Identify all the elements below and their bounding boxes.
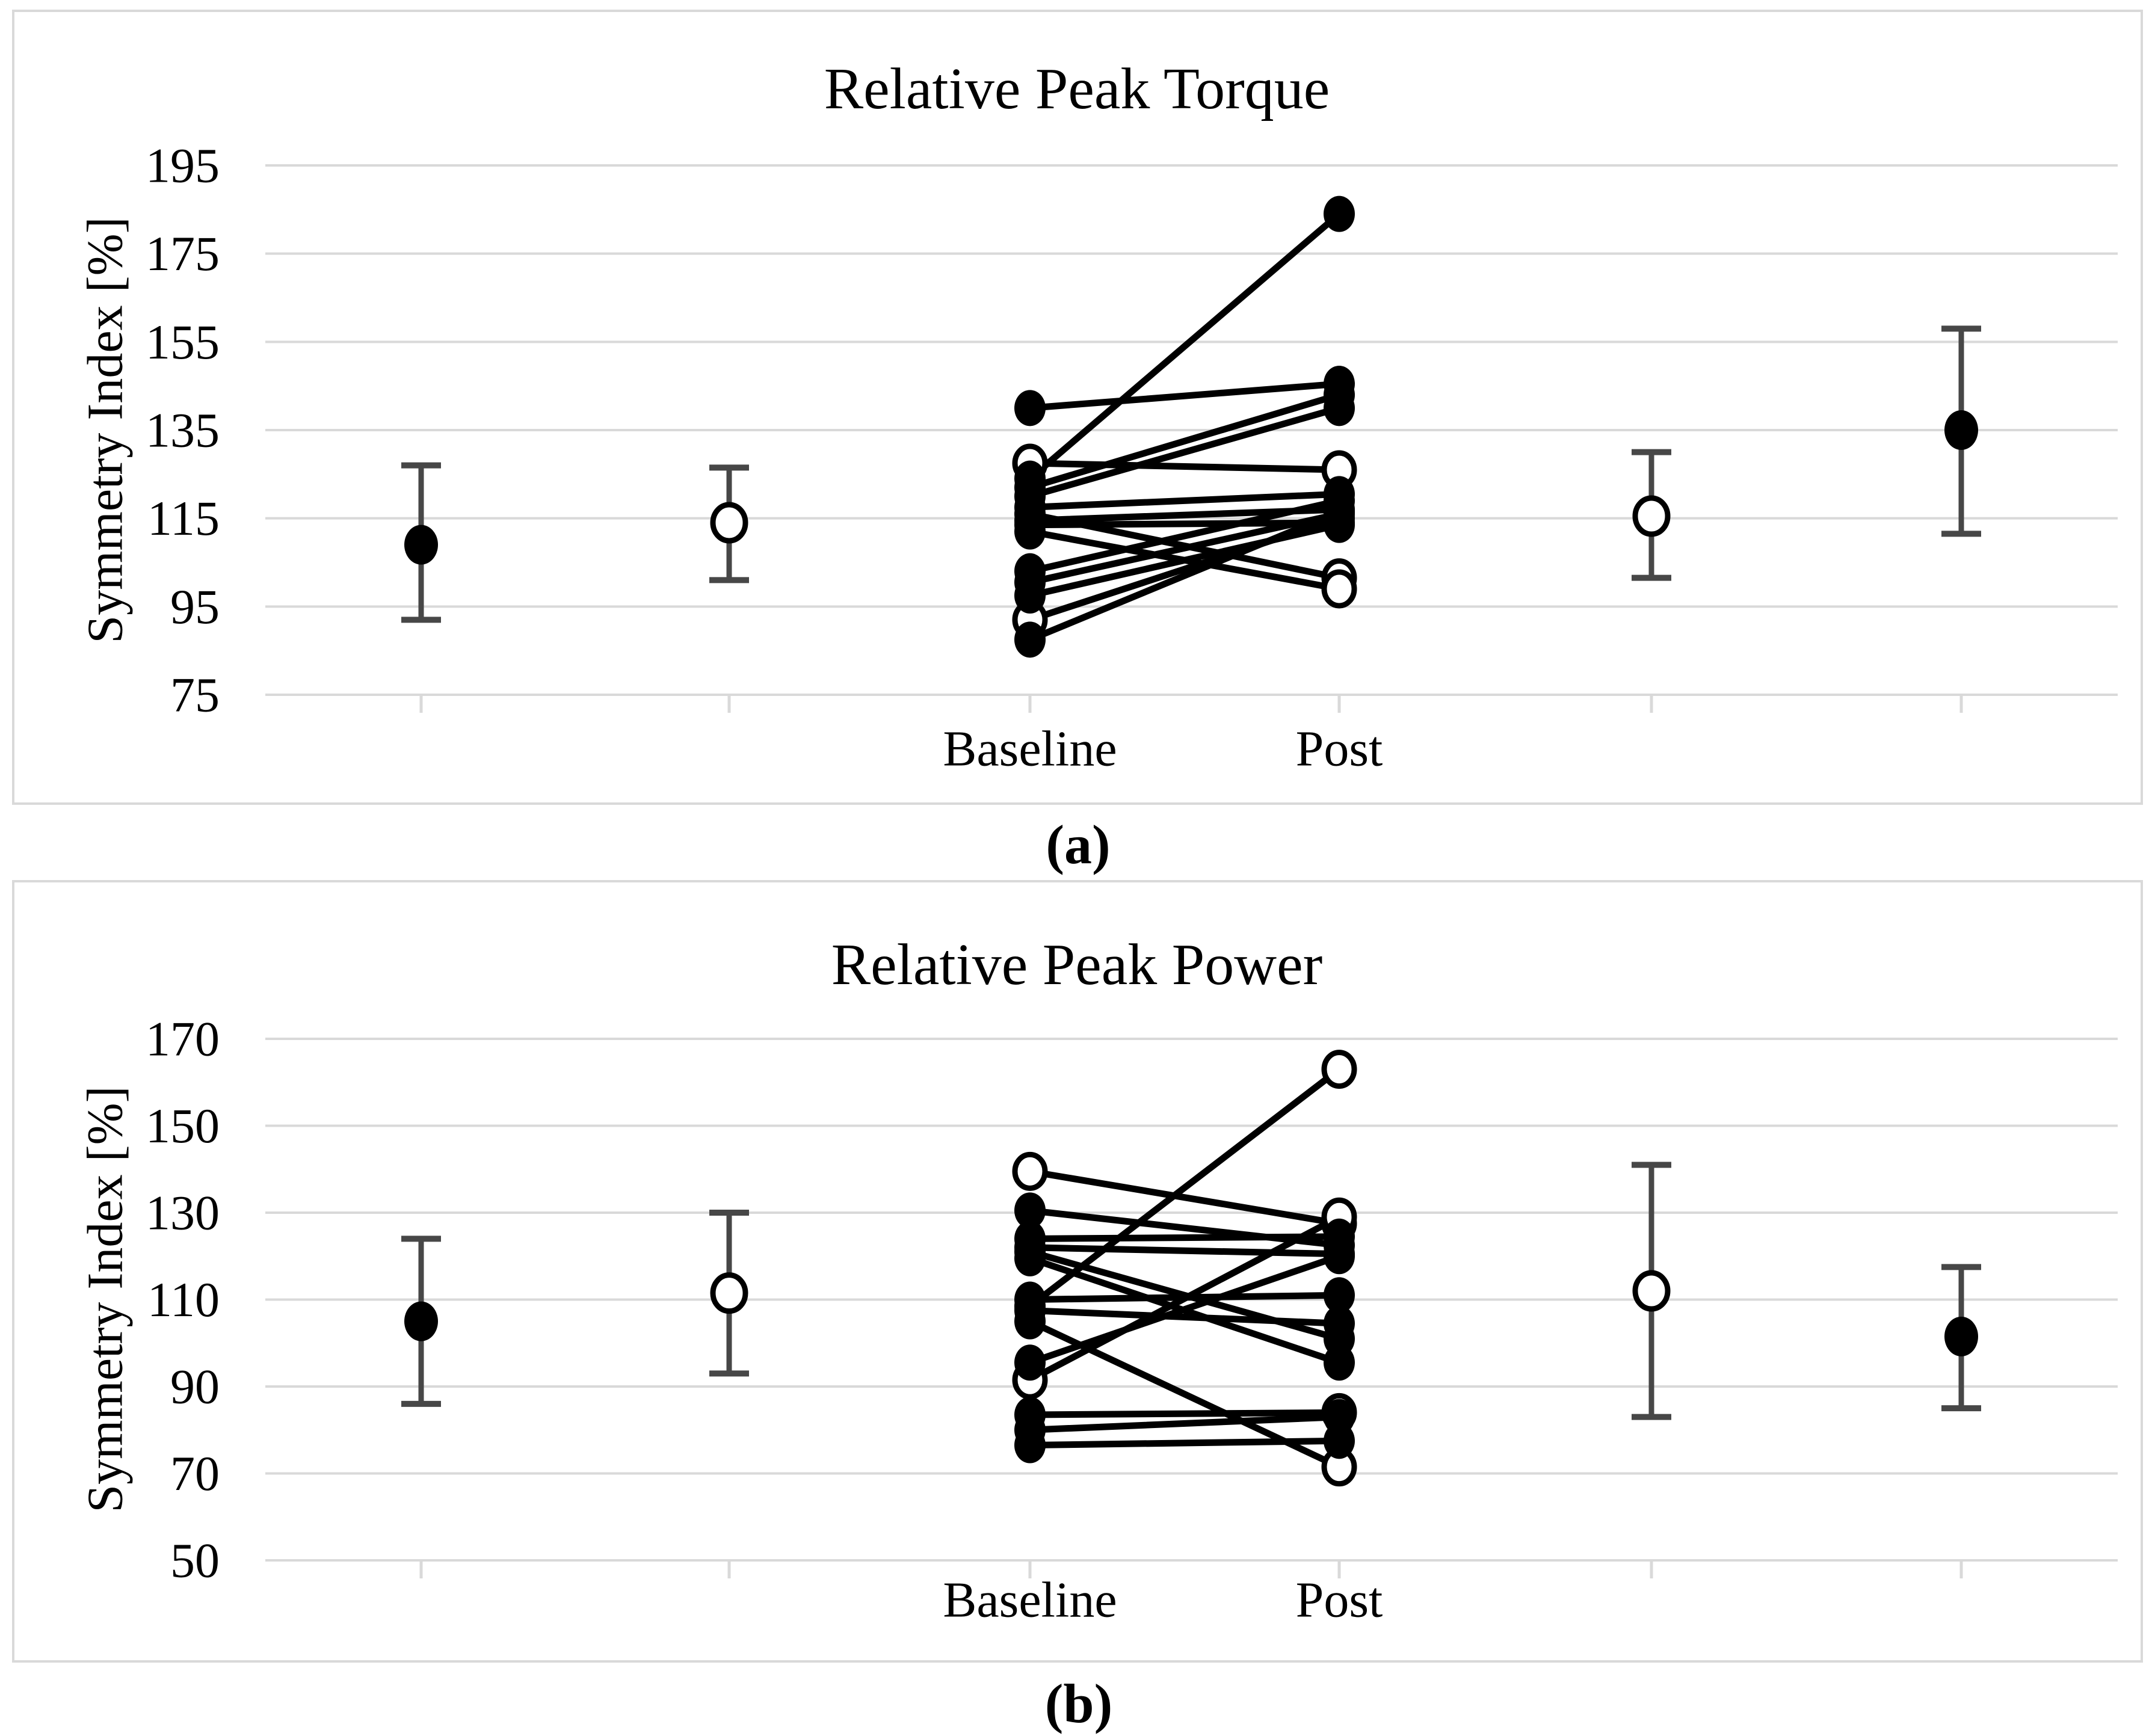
pair-line	[1026, 490, 1343, 511]
chart-b-x-label-baseline: Baseline	[943, 1572, 1117, 1628]
data-point-filled	[1014, 390, 1046, 426]
chart-b-plot: 170 150 130 110 90 70 50	[146, 1012, 2118, 1588]
data-point-filled	[1324, 1277, 1355, 1314]
pair-line	[1026, 1414, 1343, 1433]
pair-line	[1026, 1437, 1343, 1449]
y-tick-label: 75	[170, 668, 220, 722]
y-tick-label: 115	[147, 491, 220, 546]
data-point-filled	[1014, 577, 1046, 614]
data-point-filled	[1014, 621, 1046, 658]
caption-b: (b)	[1045, 1673, 1112, 1734]
mean-point-filled	[1944, 1316, 1978, 1356]
data-point-filled	[1324, 195, 1355, 232]
caption-a: (a)	[1046, 814, 1110, 875]
data-point-filled	[1324, 1305, 1355, 1342]
y-tick-label: 155	[146, 315, 220, 369]
pair-line	[1026, 522, 1343, 599]
pair-line	[1026, 1066, 1343, 1310]
pair-line	[1026, 1168, 1343, 1227]
y-tick-label: 70	[170, 1446, 220, 1501]
data-point-filled	[1014, 513, 1046, 550]
pair-line	[1026, 510, 1343, 586]
mean-point-open	[1632, 1270, 1671, 1312]
data-point-filled	[1014, 1192, 1046, 1229]
pair-line	[1026, 1409, 1343, 1418]
pair-line	[1026, 1233, 1343, 1242]
y-tick-label: 170	[146, 1012, 220, 1067]
data-point-filled	[1324, 1344, 1355, 1381]
data-point-filled	[1014, 1344, 1046, 1381]
chart-b-title: Relative Peak Power	[831, 932, 1322, 997]
chart-a-y-axis-label: Symmetry Index [%]	[78, 217, 134, 643]
mean-point-open	[710, 1272, 748, 1314]
data-point-open	[1321, 569, 1357, 609]
y-tick-label: 135	[146, 403, 220, 458]
data-point-filled	[1324, 493, 1355, 530]
y-tick-label: 90	[170, 1359, 220, 1414]
data-point-filled	[1014, 1427, 1046, 1464]
y-tick-label: 50	[170, 1533, 220, 1588]
data-point-open	[1012, 1151, 1048, 1191]
y-tick-label: 150	[146, 1098, 220, 1153]
pair-line	[1026, 404, 1343, 500]
y-tick-label: 110	[147, 1272, 220, 1327]
y-tick-label: 130	[146, 1186, 220, 1240]
chart-a-x-label-post: Post	[1296, 721, 1383, 777]
data-point-filled	[1324, 1238, 1355, 1275]
y-tick-label: 175	[146, 226, 220, 281]
mean-point-open	[1632, 495, 1671, 537]
pair-line	[1026, 1213, 1343, 1384]
mean-point-filled	[1944, 410, 1978, 450]
data-point-filled	[1014, 1303, 1046, 1340]
y-tick-label: 195	[146, 138, 220, 193]
pair-line	[1026, 1307, 1343, 1327]
pair-line	[1026, 211, 1343, 482]
chart-b-y-axis-label: Symmetry Index [%]	[78, 1086, 134, 1512]
mean-point-filled	[404, 1301, 438, 1341]
pair-line	[1026, 391, 1343, 491]
pair-line	[1026, 508, 1343, 643]
data-point-filled	[1324, 1423, 1355, 1459]
panel-b-border	[12, 880, 2143, 1663]
pair-line	[1026, 460, 1343, 473]
chart-a-plot: 195 175 155 135 115 95 75	[146, 138, 2118, 722]
data-point-filled	[1324, 390, 1355, 426]
chart-a-x-label-baseline: Baseline	[943, 721, 1117, 777]
panel-a-border	[12, 10, 2143, 805]
pair-line	[1026, 497, 1343, 575]
data-point-open	[1321, 1050, 1357, 1089]
pair-line	[1026, 380, 1343, 411]
data-point-filled	[1014, 1240, 1046, 1276]
chart-b-x-label-post: Post	[1296, 1572, 1383, 1628]
mean-point-filled	[404, 525, 438, 565]
chart-a-title: Relative Peak Torque	[824, 57, 1330, 122]
mean-point-open	[710, 502, 748, 544]
pair-line	[1026, 1252, 1343, 1366]
pair-line	[1026, 1244, 1343, 1258]
y-tick-label: 95	[170, 579, 220, 634]
